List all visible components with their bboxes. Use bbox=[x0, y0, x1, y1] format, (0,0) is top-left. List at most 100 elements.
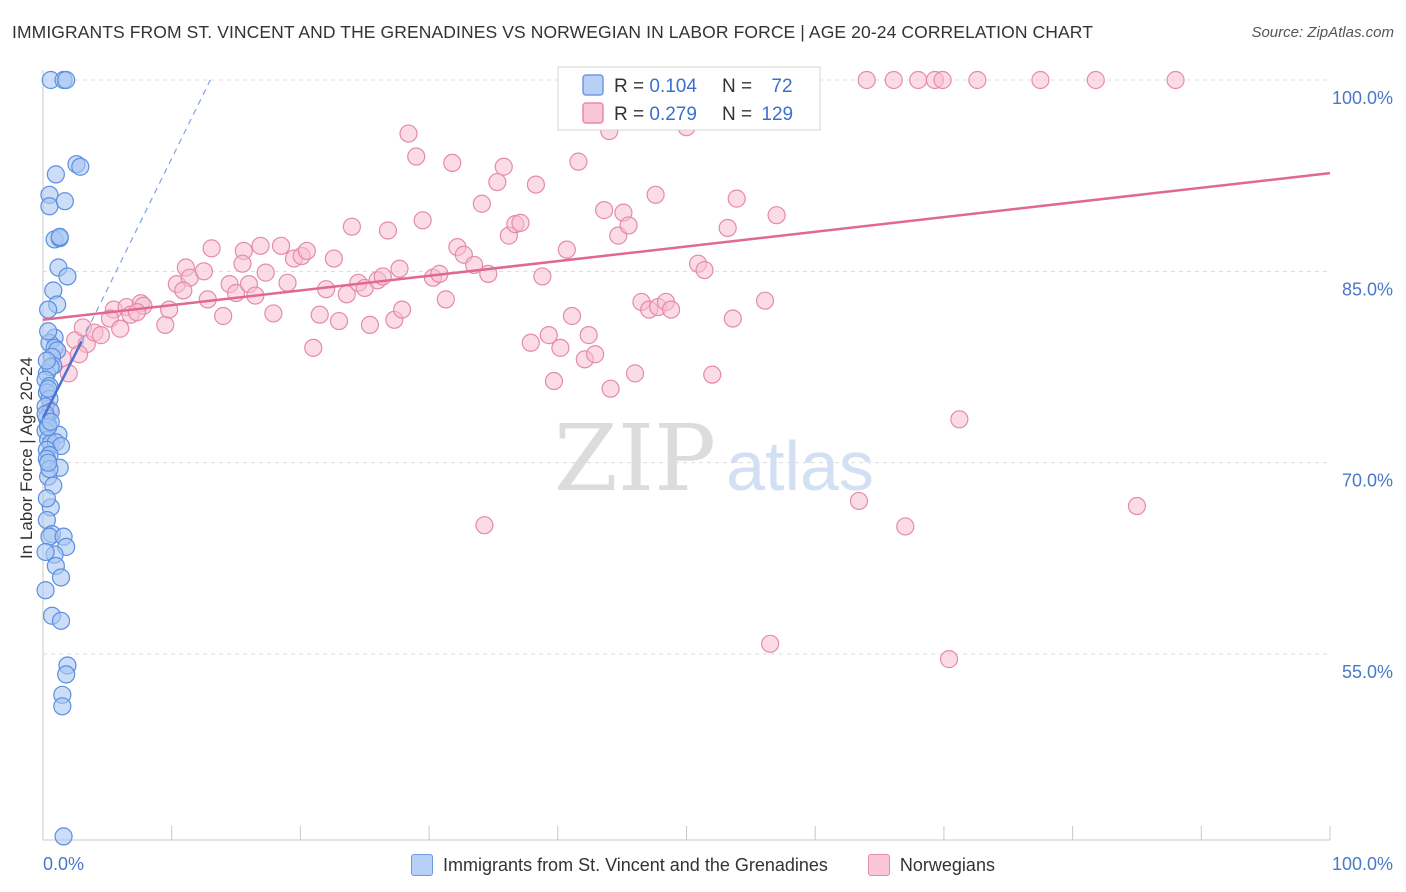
norwegians-points bbox=[40, 70, 1185, 669]
norwegians-point-64 bbox=[494, 157, 513, 176]
norwegians-point-116 bbox=[968, 70, 987, 90]
norwegians-point-31 bbox=[278, 273, 297, 292]
immigrants-point-57 bbox=[57, 665, 76, 684]
immigrants-trend-line bbox=[41, 340, 83, 419]
norwegians-point-56 bbox=[443, 153, 462, 173]
norwegians-point-96 bbox=[703, 365, 722, 384]
grid-lines bbox=[43, 79, 1330, 655]
immigrants-point-5 bbox=[46, 165, 65, 184]
norwegians-point-49 bbox=[390, 259, 409, 278]
immigrants-point-61 bbox=[39, 322, 58, 341]
immigrants-point-53 bbox=[51, 568, 71, 587]
x-tick-label-1: 100.0% bbox=[1332, 854, 1393, 874]
svg-text:N = 129: N = 129 bbox=[722, 104, 793, 125]
bottom-legend: Immigrants from St. Vincent and the Gren… bbox=[0, 852, 1406, 878]
norwegians-point-63 bbox=[488, 172, 507, 192]
norwegians-point-117 bbox=[1031, 70, 1050, 90]
norwegians-point-119 bbox=[1127, 496, 1147, 516]
bottom-legend-item-norwegians: Norwegians bbox=[867, 854, 995, 876]
y-axis-label: In Labor Force | Age 20-24 bbox=[17, 357, 36, 559]
legend-r-value-2: 0.279 bbox=[649, 104, 697, 125]
norwegians-point-51 bbox=[407, 147, 426, 166]
norwegians-point-95 bbox=[695, 260, 714, 280]
correlation-legend: R = 0.104 N = 72 R = 0.279 N = 129 bbox=[557, 66, 821, 131]
norwegians-point-13 bbox=[127, 303, 147, 322]
norwegians-point-84 bbox=[619, 216, 638, 235]
norwegians-point-41 bbox=[342, 217, 361, 236]
legend-swatch-blue bbox=[582, 74, 604, 96]
norwegians-point-62 bbox=[475, 516, 494, 535]
immigrants-point-4 bbox=[71, 157, 90, 176]
norwegians-point-68 bbox=[521, 333, 540, 352]
norwegians-point-71 bbox=[539, 326, 558, 345]
immigrants-point-62 bbox=[37, 351, 56, 370]
immigrants-point-68 bbox=[36, 581, 55, 600]
immigrants-point-16 bbox=[39, 300, 58, 319]
norwegians-point-122 bbox=[174, 281, 193, 300]
norwegians-point-18 bbox=[194, 262, 213, 281]
watermark-zip: ZIP bbox=[554, 405, 716, 512]
bottom-legend-swatch-pink bbox=[867, 854, 890, 876]
norwegians-point-107 bbox=[849, 491, 869, 511]
immigrants-point-55 bbox=[51, 611, 71, 630]
svg-immigrants-points bbox=[36, 70, 90, 846]
norwegians-point-118 bbox=[1086, 70, 1105, 90]
immigrants-point-71 bbox=[39, 453, 58, 472]
legend-r-label-2: R = bbox=[614, 104, 649, 125]
norwegians-point-80 bbox=[595, 201, 614, 220]
norwegians-point-29 bbox=[264, 304, 283, 323]
norwegians-point-127 bbox=[233, 254, 252, 273]
source-label: Source: ZipAtlas.com bbox=[1251, 24, 1394, 41]
norwegians-point-75 bbox=[562, 306, 582, 326]
norwegians-point-81 bbox=[601, 379, 620, 398]
norwegians-point-35 bbox=[304, 338, 323, 357]
norwegians-point-6 bbox=[91, 326, 111, 345]
svg-text:R = 0.104: R = 0.104 bbox=[614, 76, 697, 97]
norwegians-point-111 bbox=[909, 70, 928, 90]
immigrants-point-2 bbox=[57, 70, 76, 90]
norwegians-point-120 bbox=[1166, 70, 1185, 90]
bottom-legend-label-immigrants: Immigrants from St. Vincent and the Gren… bbox=[443, 854, 828, 875]
norwegians-point-85 bbox=[625, 364, 645, 383]
chart-title: IMMIGRANTS FROM ST. VINCENT AND THE GREN… bbox=[12, 22, 1094, 42]
bottom-legend-item-immigrants: Immigrants from St. Vincent and the Gren… bbox=[411, 854, 828, 876]
norwegians-point-38 bbox=[324, 249, 343, 268]
norwegians-point-97 bbox=[718, 218, 737, 238]
trend-lines bbox=[41, 79, 1331, 419]
norwegians-point-88 bbox=[646, 185, 665, 204]
norwegians-point-113 bbox=[933, 70, 952, 90]
norwegians-point-27 bbox=[251, 236, 270, 255]
immigrants-trend-extension bbox=[81, 79, 211, 342]
norwegians-point-39 bbox=[329, 311, 349, 331]
norwegians-point-50 bbox=[399, 124, 418, 143]
legend-r-value-1: 0.104 bbox=[649, 76, 697, 97]
legend-n-label-2: N = bbox=[722, 104, 757, 125]
norwegians-point-115 bbox=[950, 410, 969, 429]
immigrants-point-8 bbox=[55, 192, 74, 211]
immigrants-point-66 bbox=[37, 489, 56, 508]
norwegians-point-101 bbox=[755, 291, 775, 310]
x-tick-label-0: 0.0% bbox=[43, 854, 84, 874]
legend-n-label-1: N = bbox=[722, 76, 757, 97]
bottom-legend-label-norwegians: Norwegians bbox=[899, 854, 995, 875]
y-tick-label-1: 85.0% bbox=[1342, 279, 1393, 299]
norwegians-point-60 bbox=[472, 194, 491, 213]
immigrants-point-59 bbox=[53, 697, 72, 716]
immigrants-point-70 bbox=[41, 412, 60, 431]
norwegians-point-28 bbox=[256, 263, 275, 282]
norwegians-point-108 bbox=[857, 70, 876, 90]
immigrants-point-60 bbox=[54, 827, 73, 846]
norwegians-point-21 bbox=[214, 306, 233, 326]
y-tick-label-2: 70.0% bbox=[1342, 471, 1393, 491]
norwegians-point-14 bbox=[156, 315, 175, 335]
norwegians-point-74 bbox=[557, 240, 576, 259]
norwegians-point-20 bbox=[202, 239, 221, 258]
norwegians-point-70 bbox=[533, 267, 552, 286]
immigrants-point-11 bbox=[50, 227, 69, 246]
norwegians-point-102 bbox=[761, 634, 780, 653]
norwegians-point-73 bbox=[551, 338, 570, 357]
norwegians-point-52 bbox=[413, 211, 432, 230]
legend-r-label-1: R = bbox=[614, 76, 649, 97]
immigrants-point-13 bbox=[58, 267, 77, 286]
